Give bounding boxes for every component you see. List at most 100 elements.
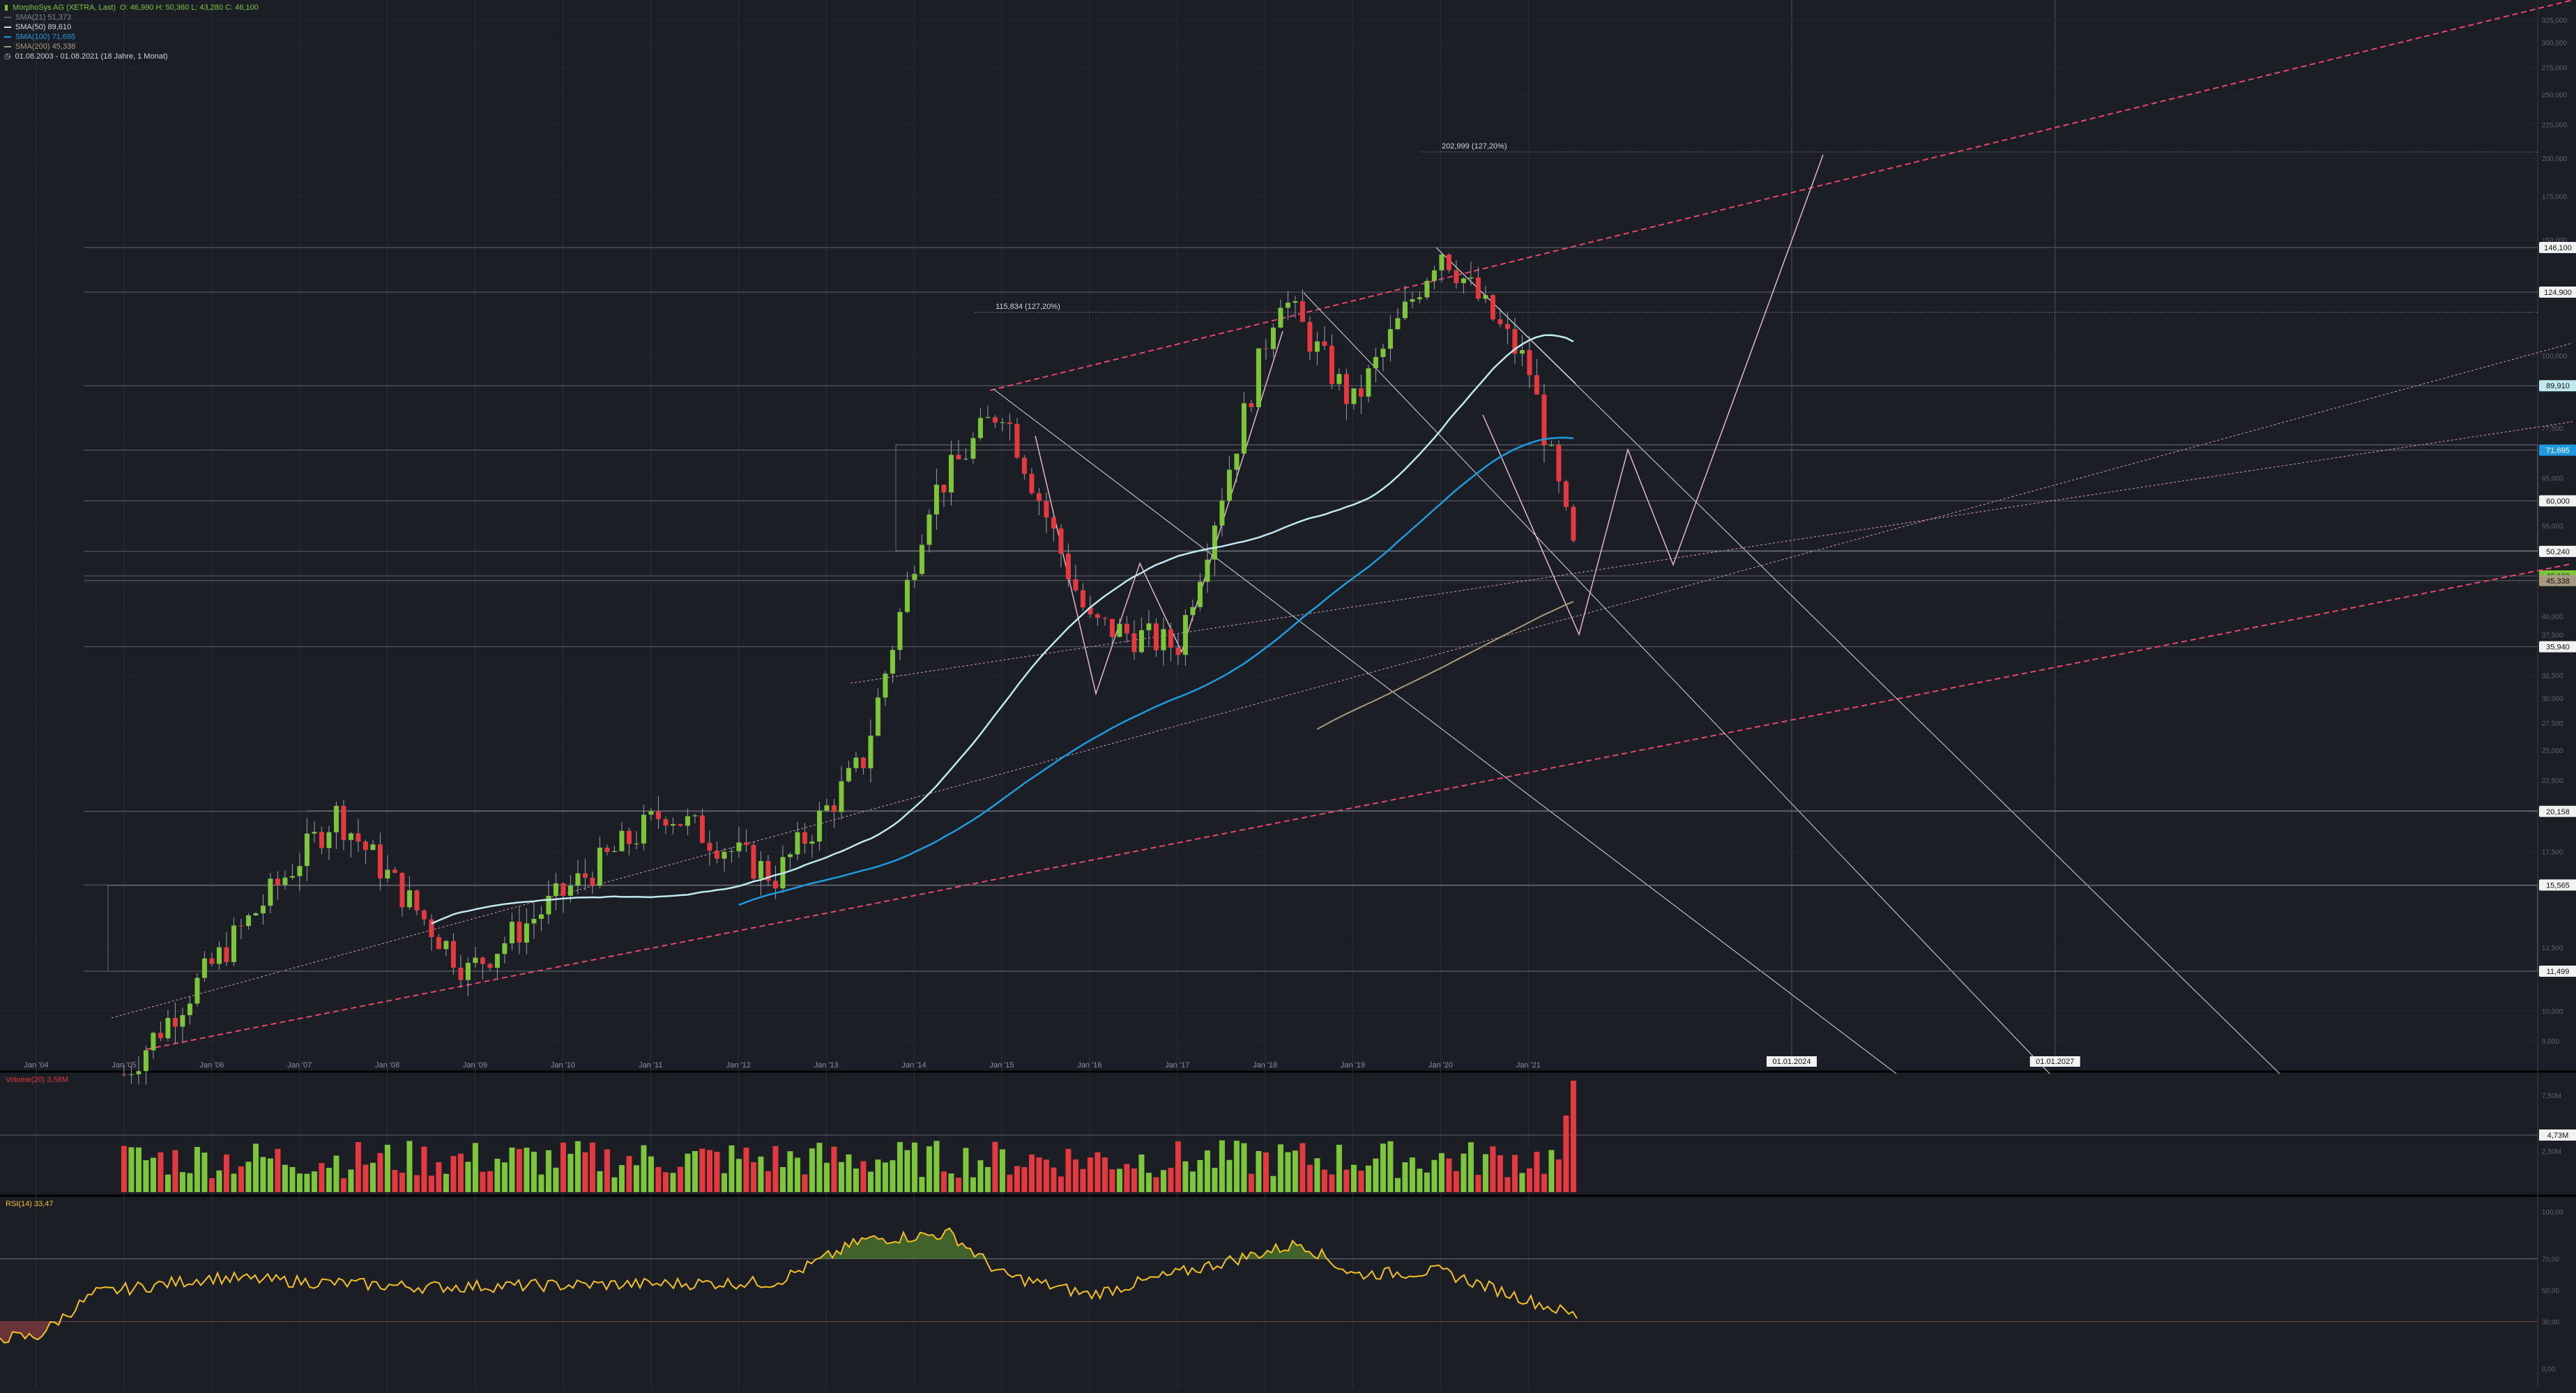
volume-bar[interactable] — [1329, 1174, 1335, 1192]
volume-bar[interactable] — [363, 1164, 369, 1192]
candle-down[interactable] — [1036, 493, 1042, 501]
volume-bar[interactable] — [670, 1173, 676, 1192]
candle-down[interactable] — [1095, 614, 1100, 618]
candle-down[interactable] — [1014, 424, 1020, 458]
candle-down[interactable] — [224, 947, 229, 962]
candle-down[interactable] — [1497, 319, 1503, 324]
volume-bar[interactable] — [1021, 1167, 1028, 1192]
candle-down[interactable] — [1088, 607, 1093, 615]
volume-bar[interactable] — [831, 1146, 837, 1192]
candle-up[interactable] — [868, 736, 874, 768]
secondary-trendline[interactable] — [850, 421, 2573, 684]
candle-up[interactable] — [1439, 254, 1445, 271]
volume-bar[interactable] — [252, 1143, 259, 1192]
candle-down[interactable] — [772, 881, 778, 889]
candle-down[interactable] — [1541, 394, 1547, 446]
candle-up[interactable] — [1387, 329, 1393, 349]
candle-down[interactable] — [392, 869, 397, 873]
volume-bar[interactable] — [494, 1158, 501, 1192]
volume-bar[interactable] — [326, 1168, 332, 1192]
candle-down[interactable] — [1475, 277, 1481, 299]
candle-down[interactable] — [956, 455, 961, 459]
volume-bar[interactable] — [963, 1148, 969, 1192]
candle-down[interactable] — [561, 883, 566, 896]
volume-bar[interactable] — [1212, 1167, 1218, 1192]
volume-bar[interactable] — [816, 1143, 823, 1192]
candle-down[interactable] — [1358, 388, 1364, 397]
volume-bar[interactable] — [882, 1162, 888, 1192]
volume-bar[interactable] — [1570, 1081, 1576, 1192]
candle-up[interactable] — [1366, 368, 1371, 397]
candle-up[interactable] — [575, 873, 581, 886]
volume-bar[interactable] — [245, 1162, 252, 1192]
candle-down[interactable] — [1153, 623, 1159, 650]
candle-down[interactable] — [1065, 554, 1071, 579]
candle-up[interactable] — [524, 923, 529, 943]
candle-up[interactable] — [443, 941, 449, 950]
candle-up[interactable] — [1234, 453, 1240, 470]
range-box-lower[interactable] — [107, 885, 2538, 972]
volume-bar[interactable] — [823, 1162, 830, 1192]
candle-up[interactable] — [216, 947, 222, 964]
candle-down[interactable] — [802, 832, 807, 844]
volume-bar[interactable] — [1490, 1146, 1496, 1192]
candle-up[interactable] — [1138, 630, 1144, 653]
volume-bar[interactable] — [875, 1159, 881, 1192]
volume-bar[interactable] — [428, 1175, 434, 1192]
volume-bar[interactable] — [1226, 1159, 1233, 1192]
volume-bar[interactable] — [655, 1166, 662, 1192]
volume-bar[interactable] — [1095, 1152, 1101, 1192]
volume-bar[interactable] — [626, 1156, 632, 1192]
candle-up[interactable] — [1395, 318, 1401, 330]
volume-bar[interactable] — [933, 1141, 940, 1192]
candle-up[interactable] — [180, 1014, 185, 1027]
candle-up[interactable] — [268, 878, 273, 906]
candle-down[interactable] — [1563, 481, 1569, 508]
candle-down[interactable] — [1307, 321, 1313, 352]
volume-bar[interactable] — [662, 1172, 669, 1192]
candle-down[interactable] — [699, 815, 705, 843]
sma50-line[interactable] — [431, 334, 1574, 924]
candle-down[interactable] — [341, 805, 346, 840]
candle-up[interactable] — [912, 574, 917, 580]
volume-bar[interactable] — [706, 1150, 712, 1192]
volume-bar[interactable] — [1189, 1171, 1196, 1192]
candle-down[interactable] — [377, 844, 383, 878]
candle-down[interactable] — [487, 964, 493, 968]
volume-bar[interactable] — [765, 1171, 771, 1192]
candle-up[interactable] — [201, 958, 207, 978]
candle-down[interactable] — [399, 872, 405, 908]
volume-bar[interactable] — [1160, 1170, 1166, 1192]
volume-bar[interactable] — [582, 1152, 588, 1192]
volume-bar[interactable] — [275, 1149, 281, 1192]
volume-bar[interactable] — [1373, 1158, 1379, 1192]
volume-bar[interactable] — [1277, 1144, 1283, 1192]
volume-bar[interactable] — [216, 1170, 222, 1192]
candle-up[interactable] — [736, 842, 742, 851]
volume-bar[interactable] — [977, 1160, 984, 1192]
candle-up[interactable] — [1285, 303, 1290, 308]
candle-up[interactable] — [890, 650, 895, 674]
candle-down[interactable] — [582, 873, 588, 878]
sma200-line[interactable] — [1316, 600, 1574, 730]
candle-down[interactable] — [319, 832, 324, 848]
volume-bar[interactable] — [1153, 1177, 1159, 1192]
volume-bar[interactable] — [1417, 1169, 1423, 1192]
candle-up[interactable] — [795, 832, 800, 855]
volume-bar[interactable] — [787, 1151, 793, 1192]
candle-up[interactable] — [1270, 327, 1276, 349]
volume-bar[interactable] — [319, 1163, 325, 1192]
volume-bar[interactable] — [355, 1142, 361, 1192]
candle-down[interactable] — [1044, 501, 1049, 518]
volume-bar[interactable] — [1526, 1168, 1532, 1192]
volume-bar[interactable] — [1453, 1171, 1459, 1192]
volume-bar[interactable] — [955, 1178, 961, 1192]
candle-down[interactable] — [678, 824, 683, 826]
candle-up[interactable] — [253, 913, 259, 915]
candle-up[interactable] — [933, 485, 939, 515]
volume-bar[interactable] — [574, 1141, 581, 1192]
volume-bar[interactable] — [1116, 1169, 1122, 1192]
candle-up[interactable] — [722, 851, 727, 859]
candle-down[interactable] — [238, 925, 244, 927]
candle-down[interactable] — [172, 1018, 178, 1027]
